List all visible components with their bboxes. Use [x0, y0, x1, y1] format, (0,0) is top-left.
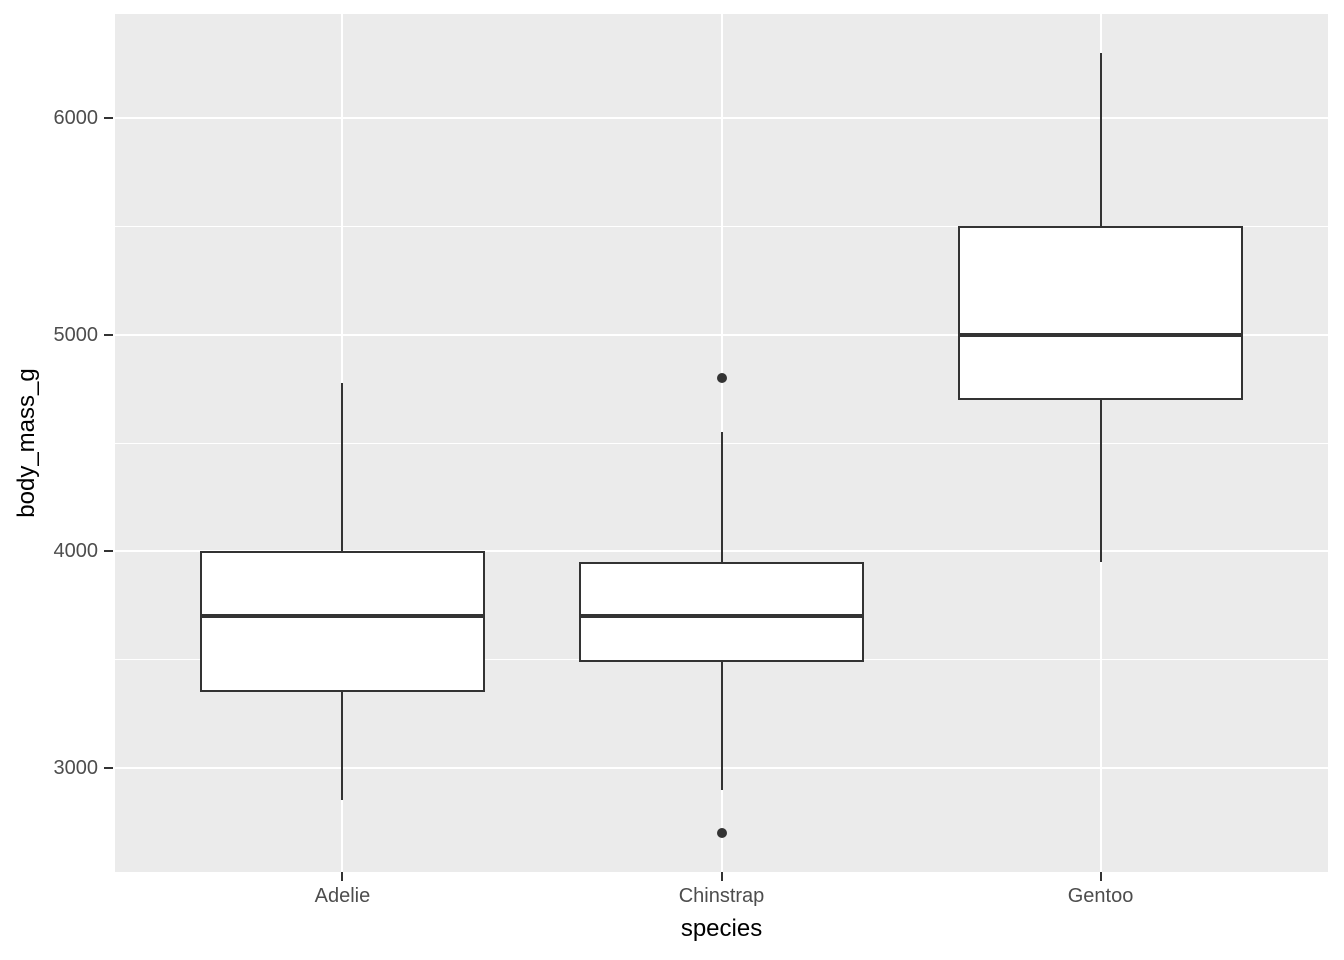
y-tick-label: 5000	[53, 323, 99, 346]
whisker-upper	[1099, 53, 1102, 227]
x-tick-mark	[1099, 872, 1102, 881]
median-line	[200, 614, 485, 619]
whisker-lower	[1099, 399, 1102, 563]
y-tick-label: 4000	[53, 540, 99, 563]
y-tick-mark	[104, 333, 113, 336]
median-line	[958, 332, 1243, 337]
y-tick-mark	[104, 117, 113, 119]
x-axis-title: species	[680, 915, 763, 942]
box	[579, 562, 864, 663]
x-tick-label: Adelie	[314, 885, 371, 907]
whisker-upper	[720, 432, 723, 563]
x-tick-mark	[341, 872, 344, 881]
whisker-lower	[720, 662, 723, 790]
y-axis-title: body_mass_g	[13, 368, 40, 518]
y-tick-label: 6000	[53, 107, 99, 129]
outlier-point	[716, 373, 727, 383]
x-tick-label: Gentoo	[1067, 885, 1134, 907]
outlier-point	[716, 828, 727, 838]
x-tick-label: Chinstrap	[678, 885, 765, 907]
plot-panel	[115, 14, 1328, 872]
y-tick-mark	[104, 767, 113, 769]
whisker-upper	[341, 383, 344, 552]
box	[958, 226, 1243, 400]
x-tick-mark	[720, 872, 723, 881]
y-tick-label: 3000	[53, 757, 99, 779]
whisker-lower	[341, 692, 344, 801]
median-line	[579, 614, 864, 619]
box	[200, 551, 485, 693]
y-tick-mark	[104, 550, 113, 553]
